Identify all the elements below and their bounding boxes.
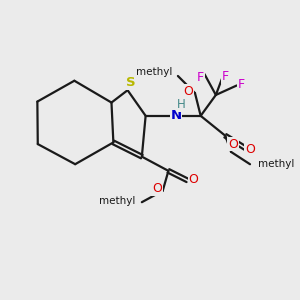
Text: O: O <box>183 85 193 98</box>
Text: H: H <box>177 98 186 111</box>
Text: O: O <box>245 142 255 156</box>
Text: methyl: methyl <box>136 67 172 77</box>
Text: methyl: methyl <box>258 159 294 169</box>
Text: F: F <box>222 70 229 83</box>
Text: F: F <box>197 71 204 84</box>
Text: methyl: methyl <box>99 196 135 206</box>
Text: O: O <box>228 138 238 151</box>
Text: S: S <box>126 76 135 89</box>
Text: O: O <box>152 182 162 195</box>
Text: O: O <box>188 173 198 186</box>
Text: F: F <box>238 78 245 91</box>
Text: N: N <box>170 109 182 122</box>
